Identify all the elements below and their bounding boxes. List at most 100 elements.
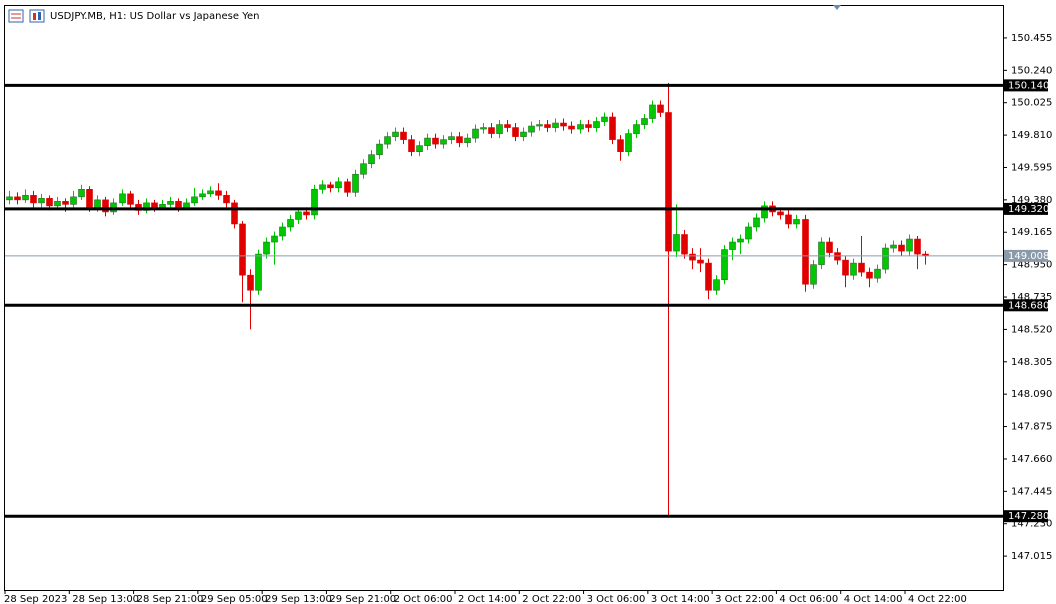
- candle-body: [94, 199, 101, 208]
- candle-body: [705, 262, 712, 291]
- candle-body: [183, 202, 190, 208]
- candle-body: [22, 195, 29, 201]
- candle-body: [689, 253, 696, 261]
- level-label: 148.680: [1008, 300, 1049, 311]
- candle-body: [882, 247, 889, 270]
- candle-body: [850, 262, 857, 276]
- candle-body: [303, 211, 310, 216]
- candle-body: [159, 204, 166, 208]
- y-tick-label: 150.025: [1011, 98, 1052, 109]
- x-tick-label: 4 Oct 06:00: [779, 594, 838, 604]
- chart-title: USDJPY.MB, H1: US Dollar vs Japanese Yen: [50, 11, 259, 22]
- candle-body: [625, 133, 632, 152]
- candle-body: [729, 241, 736, 250]
- candle-body: [38, 198, 45, 204]
- candle-body: [199, 193, 206, 198]
- candle-body: [151, 202, 158, 208]
- candle-body: [577, 124, 584, 130]
- x-tick-label: 28 Sep 21:00: [137, 594, 204, 604]
- candle-body: [601, 116, 608, 122]
- candle-body: [239, 223, 246, 276]
- x-tick-label: 4 Oct 14:00: [844, 594, 903, 604]
- candle-body: [914, 238, 921, 255]
- candle-body: [440, 139, 447, 145]
- candle-body: [54, 201, 61, 207]
- candle-body: [842, 259, 849, 276]
- y-tick-label: 148.950: [1011, 260, 1052, 271]
- candle-body: [311, 189, 318, 216]
- y-tick-label: 150.240: [1011, 65, 1052, 76]
- candle-body: [858, 262, 865, 273]
- candle-body: [810, 264, 817, 285]
- y-tick-label: 149.595: [1011, 162, 1052, 173]
- candle-body: [295, 211, 302, 220]
- x-tick-label: 29 Sep 05:00: [201, 594, 268, 604]
- candle-body: [344, 181, 351, 193]
- y-tick-label: 148.090: [1011, 389, 1052, 400]
- y-tick-label: 148.305: [1011, 357, 1052, 368]
- candle-body: [657, 104, 664, 113]
- x-tick-label: 3 Oct 22:00: [715, 594, 774, 604]
- candle-body: [392, 131, 399, 137]
- x-tick-label: 28 Sep 2023: [4, 594, 67, 604]
- candle-body: [360, 163, 367, 175]
- candle-body: [86, 189, 93, 208]
- y-tick-label: 150.455: [1011, 33, 1052, 44]
- candle-body: [552, 122, 559, 128]
- candle-body: [641, 118, 648, 125]
- candle-body: [681, 234, 688, 255]
- level-label: 149.320: [1008, 204, 1049, 215]
- last-price-label: 149.008: [1008, 251, 1049, 262]
- candle-body: [352, 173, 359, 193]
- candle-body: [488, 127, 495, 134]
- x-tick-label: 2 Oct 22:00: [522, 594, 581, 604]
- x-tick-label: 29 Sep 13:00: [265, 594, 332, 604]
- candle-body: [536, 124, 543, 127]
- x-tick-label: 2 Oct 14:00: [458, 594, 517, 604]
- y-tick-label: 149.810: [1011, 130, 1052, 141]
- candle-body: [175, 201, 182, 208]
- candle-body: [271, 235, 278, 243]
- candle-body: [633, 124, 640, 134]
- level-box: [1004, 79, 1048, 92]
- candle-body: [544, 124, 551, 128]
- candle-body: [191, 196, 198, 204]
- candle-body: [135, 204, 142, 211]
- candle-body: [70, 196, 77, 205]
- candle-body: [673, 234, 680, 252]
- candle-body: [119, 193, 126, 204]
- candle-body: [520, 131, 527, 137]
- candle-body: [424, 137, 431, 146]
- candle-body: [223, 195, 230, 204]
- candle-body: [874, 268, 881, 279]
- x-tick-label: 2 Oct 06:00: [394, 594, 453, 604]
- last-price-box: [1004, 249, 1048, 262]
- candle-body: [793, 219, 800, 225]
- candle-body: [737, 238, 744, 243]
- candle-body: [408, 139, 415, 152]
- candle-body: [906, 238, 913, 252]
- candle-body: [617, 139, 624, 152]
- candle-body: [568, 125, 575, 130]
- candle-body: [327, 184, 334, 189]
- y-tick-label: 147.875: [1011, 422, 1052, 433]
- x-tick-label: 3 Oct 14:00: [651, 594, 710, 604]
- candle-body: [761, 205, 768, 219]
- x-tick-label: 28 Sep 13:00: [72, 594, 139, 604]
- candle-body: [826, 241, 833, 253]
- candle-body: [593, 121, 600, 128]
- level-label: 150.140: [1008, 80, 1049, 91]
- candle-body: [480, 127, 487, 130]
- candle-body: [866, 271, 873, 279]
- candle-body: [504, 124, 511, 128]
- candle-body: [745, 226, 752, 240]
- candle-body: [665, 112, 672, 252]
- candle-body: [335, 181, 342, 189]
- level-box: [1004, 299, 1048, 312]
- candle-body: [472, 128, 479, 139]
- candle-body: [416, 145, 423, 152]
- candle-body: [560, 122, 567, 127]
- y-tick-label: 147.445: [1011, 486, 1052, 497]
- candle-body: [376, 143, 383, 155]
- candle-body: [713, 279, 720, 291]
